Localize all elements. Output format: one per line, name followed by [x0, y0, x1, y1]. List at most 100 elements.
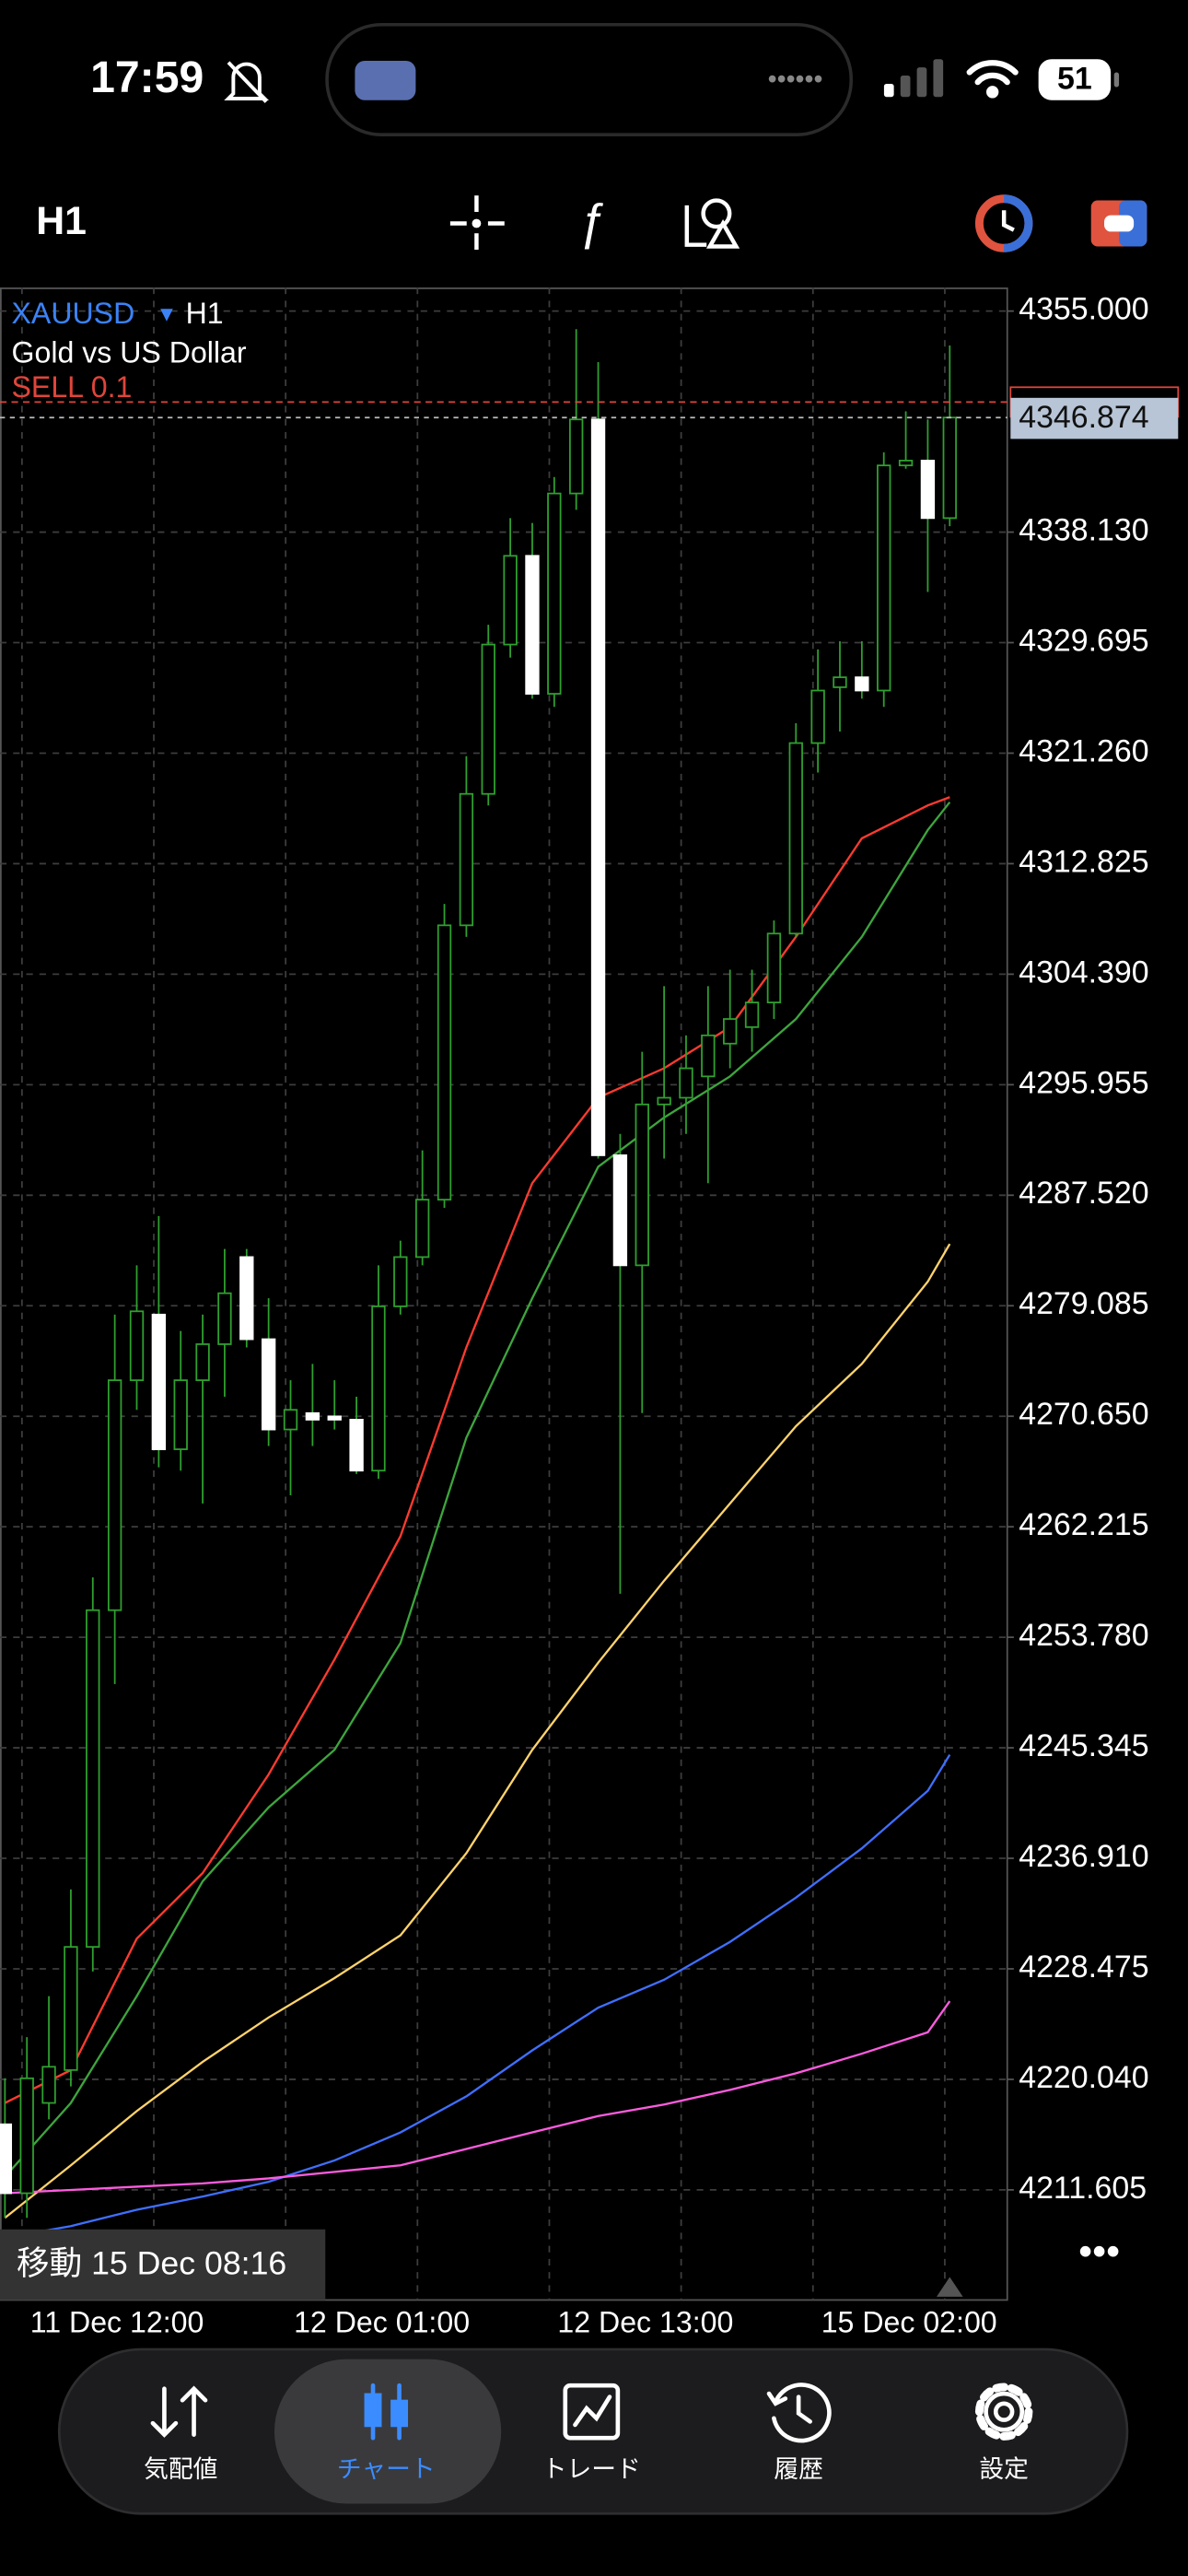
- moving-average-line: [4, 796, 950, 2104]
- candle-body: [723, 1018, 738, 1045]
- candle-body: [349, 1419, 364, 1472]
- candle-body: [195, 1343, 210, 1381]
- y-tick-label: 4236.910: [1019, 1839, 1148, 1874]
- signal-icon: [883, 59, 944, 98]
- candle-body: [283, 1409, 298, 1431]
- tab-icon: [364, 2383, 409, 2441]
- candle-body: [898, 460, 914, 467]
- candle-body: [414, 1199, 430, 1259]
- candle-body: [41, 2066, 56, 2104]
- account-button[interactable]: [974, 194, 1033, 252]
- candle-body: [327, 1415, 342, 1421]
- tab-icon: [974, 2383, 1033, 2441]
- tab-label: 履歴: [774, 2455, 823, 2483]
- y-tick-label: 4211.605: [1019, 2171, 1147, 2206]
- candle-body: [64, 1946, 78, 2071]
- candle-body: [371, 1306, 386, 1472]
- tab-item[interactable]: 気配値: [144, 2385, 217, 2483]
- x-tick-label: 15 Dec 02:00: [821, 2306, 997, 2339]
- y-tick-label: 4304.390: [1019, 954, 1148, 989]
- moving-average-line: [4, 801, 951, 2178]
- y-tick-label: 4295.955: [1019, 1065, 1148, 1100]
- tab-item[interactable]: 設定: [974, 2383, 1033, 2483]
- cursor-label: 移動 15 Dec 08:16: [17, 2244, 286, 2281]
- candle-body: [503, 555, 518, 646]
- tab-label: トレード: [542, 2455, 641, 2483]
- candle-body: [766, 932, 782, 1003]
- icon-part: [766, 2391, 788, 2406]
- moving-average-line: [4, 1243, 951, 2219]
- tab-icon: [766, 2383, 832, 2443]
- cursor-label-box: [0, 2229, 326, 2301]
- tab-item[interactable]: トレード: [542, 2383, 641, 2483]
- candle-body: [481, 643, 495, 795]
- icon-part: [150, 2385, 208, 2438]
- tab-item[interactable]: チャート: [337, 2383, 436, 2483]
- objects-button[interactable]: [684, 198, 740, 249]
- wifi-icon: [966, 60, 1019, 99]
- candle-body: [525, 555, 540, 695]
- candle-body: [129, 1310, 145, 1381]
- symbol-description: Gold vs US Dollar: [11, 336, 246, 369]
- y-tick-label: 4287.520: [1019, 1176, 1148, 1211]
- candle-body: [679, 1067, 693, 1099]
- icon-part: [984, 2391, 1025, 2432]
- icon-part: [993, 2401, 1015, 2422]
- current-price-tag: [1010, 397, 1179, 439]
- icon-part: [573, 2395, 612, 2428]
- indicators-button[interactable]: ƒ: [577, 194, 605, 250]
- tab-bar: [57, 2348, 1129, 2515]
- moving-average-line: [5, 1753, 951, 2239]
- y-tick-label: 4279.085: [1019, 1286, 1148, 1321]
- candle-body: [612, 1154, 628, 1267]
- candle-body: [151, 1313, 167, 1450]
- symbol[interactable]: XAUUSD: [11, 297, 134, 330]
- y-tick-label: 4329.695: [1019, 623, 1148, 658]
- candle-body: [635, 1103, 649, 1267]
- candle-body: [547, 492, 562, 695]
- candle-body: [788, 742, 803, 935]
- candle-body: [701, 1034, 716, 1078]
- tab-item[interactable]: 履歴: [766, 2383, 832, 2483]
- y-tick-label: 4228.475: [1019, 1950, 1148, 1985]
- grid: [0, 287, 1014, 2301]
- icon-part: [796, 2395, 812, 2424]
- x-tick-label: 12 Dec 01:00: [294, 2306, 470, 2339]
- selected-tab-highlight: [274, 2359, 502, 2504]
- chart-timeframe: H1: [186, 297, 224, 330]
- candle-body: [833, 676, 847, 688]
- moving-average-line: [5, 2000, 951, 2195]
- symbol-dropdown[interactable]: ▼: [157, 301, 178, 325]
- status-time: 17:59: [90, 53, 204, 102]
- y-tick-label: 4338.130: [1019, 513, 1148, 548]
- crosshair-button[interactable]: [449, 195, 505, 251]
- candle-body: [569, 418, 584, 495]
- candle-body: [855, 676, 869, 692]
- icon-part: [563, 2383, 621, 2441]
- tab-label: 設定: [979, 2455, 1029, 2483]
- candle-body: [657, 1096, 671, 1106]
- trade-button[interactable]: [1090, 200, 1147, 247]
- order-label[interactable]: SELL 0.1: [11, 370, 132, 404]
- battery-icon: [1038, 59, 1112, 100]
- candle-body: [107, 1379, 122, 1611]
- shift-marker: [937, 2277, 963, 2297]
- y-tick-label: 4321.260: [1019, 733, 1148, 768]
- tab-icon: [150, 2385, 208, 2438]
- dynamic-island: [325, 22, 854, 137]
- current-price-label: 4346.874: [1019, 400, 1148, 435]
- y-tick-label: 4245.345: [1019, 1728, 1148, 1763]
- tab-items: 気配値 チャート トレード 履歴 設定: [144, 2383, 1033, 2483]
- y-tick-label: 4262.215: [1019, 1507, 1148, 1542]
- y-tick-label: 4312.825: [1019, 844, 1148, 879]
- battery-level: 51: [1057, 61, 1092, 96]
- more-button[interactable]: •••: [1078, 2230, 1120, 2274]
- x-tick-label: 11 Dec 12:00: [30, 2306, 204, 2339]
- candle-body: [459, 792, 474, 927]
- candle-body: [810, 689, 825, 744]
- y-tick-label: 4355.000: [1019, 292, 1148, 327]
- timeframe-button[interactable]: H1: [36, 199, 87, 243]
- y-tick-label: 4253.780: [1019, 1618, 1148, 1653]
- candle-body: [217, 1292, 232, 1345]
